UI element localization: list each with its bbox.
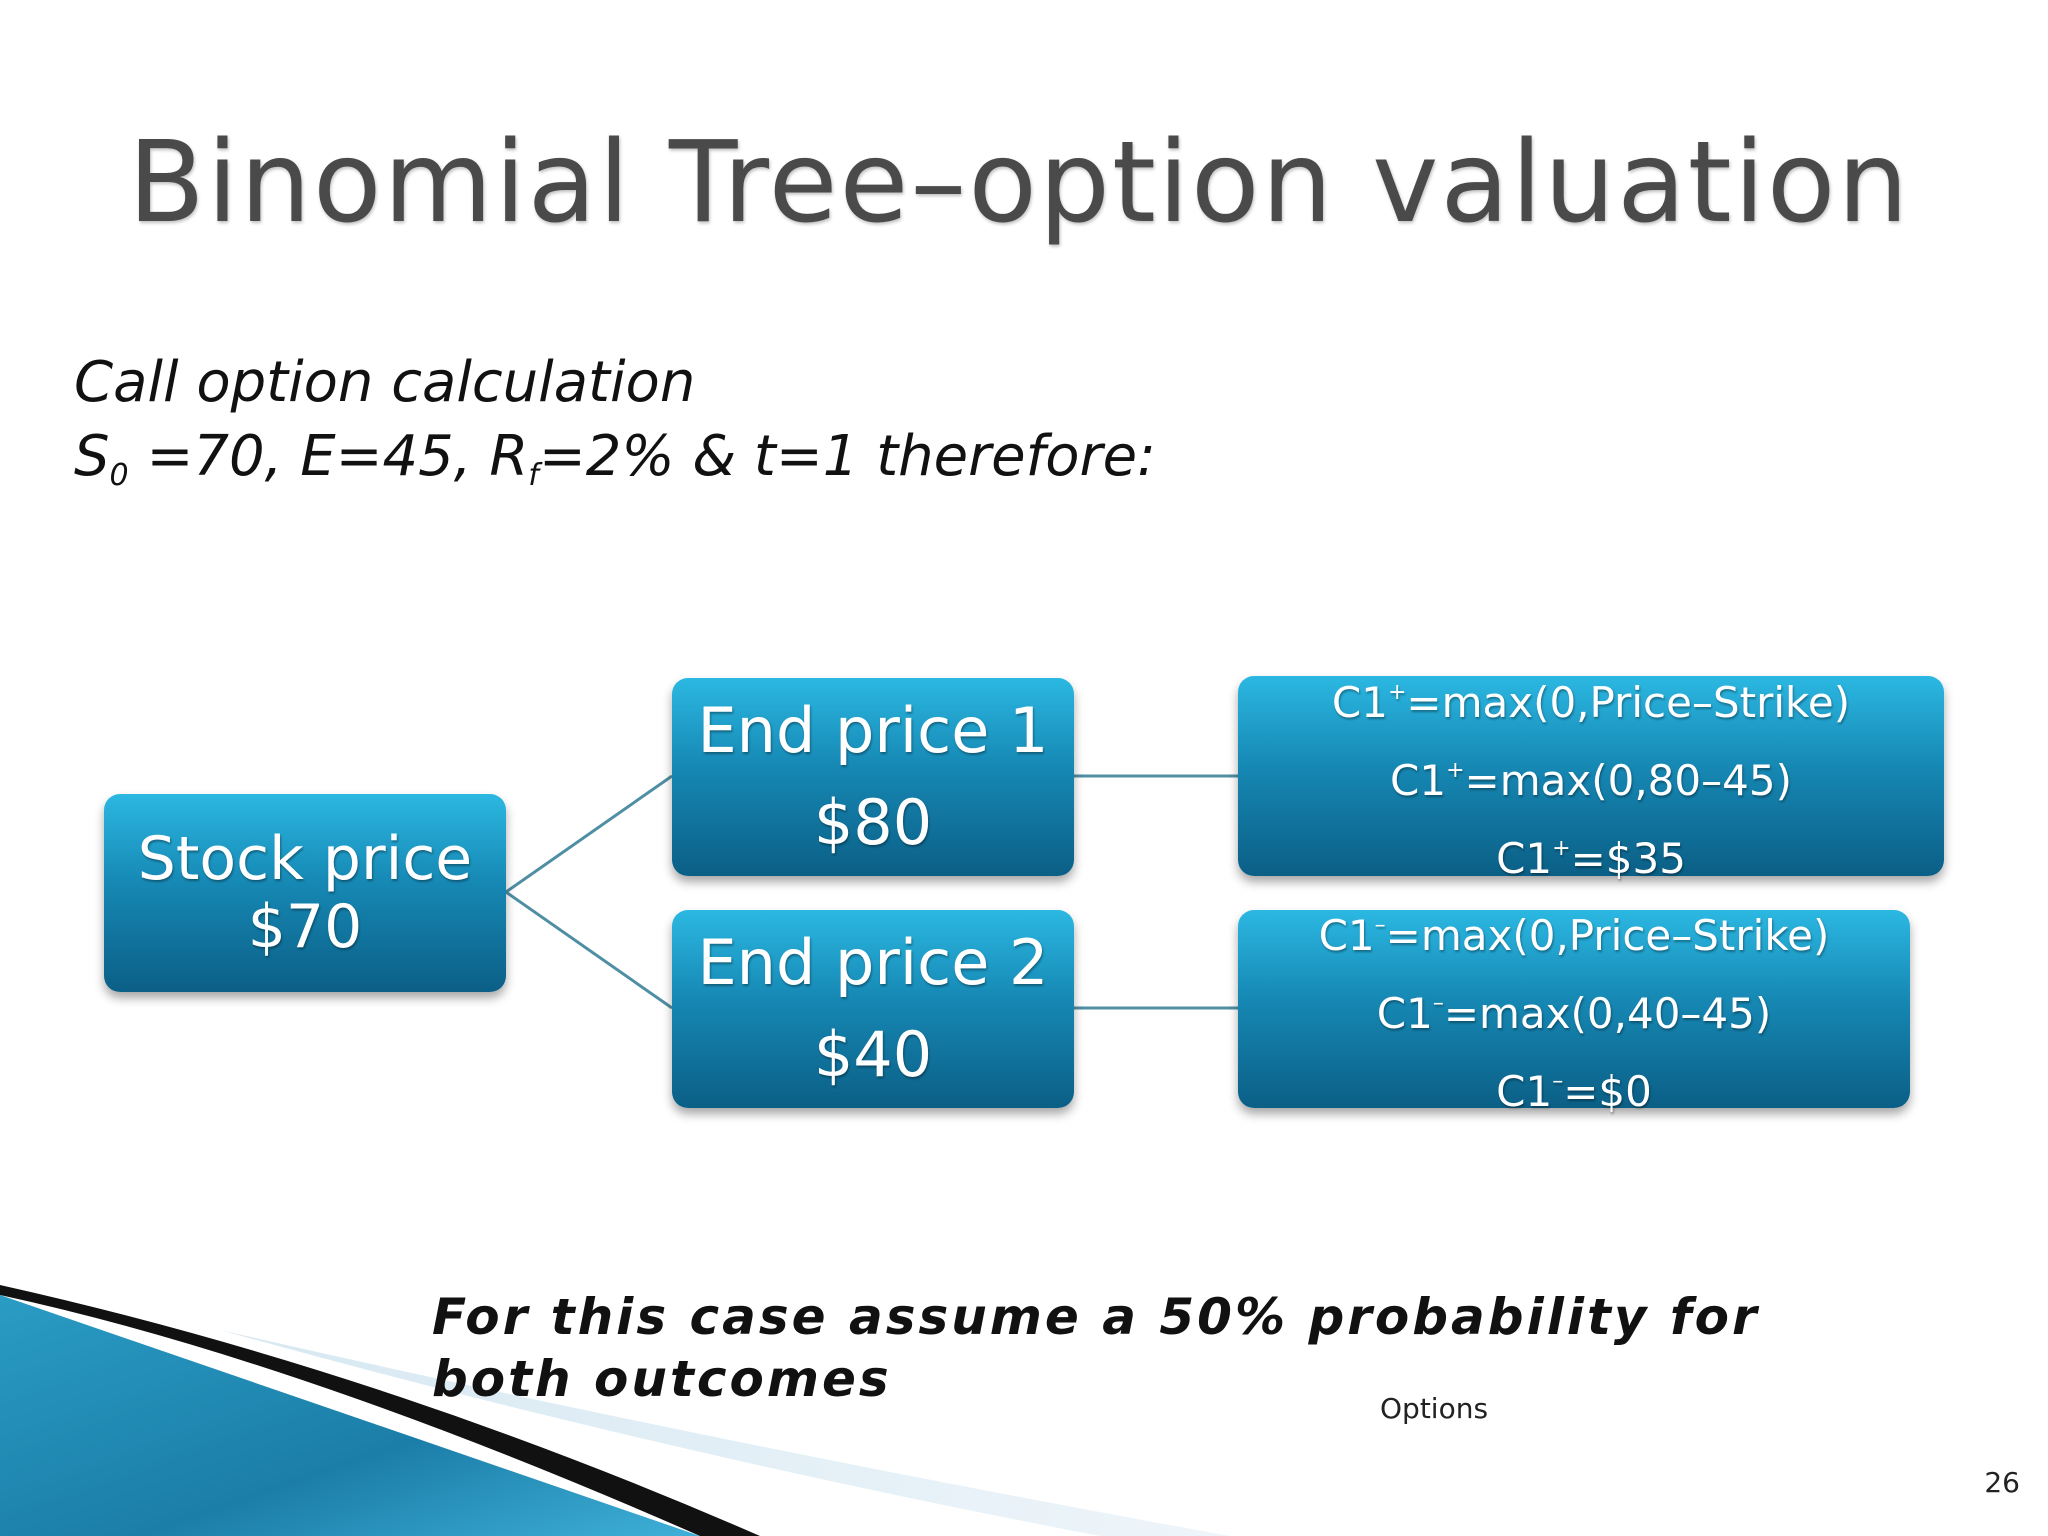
up-payoff-line-1: C1+=max(0,Price–Strike)	[1331, 678, 1851, 727]
subtitle-line-1: Call option calculation	[74, 350, 696, 415]
down-payoff-node: C1–=max(0,Price–Strike) C1–=max(0,40–45)…	[1238, 910, 1910, 1116]
page-number: 26	[1984, 1466, 2020, 1499]
params-part-b: =2% & t=1 therefore:	[538, 424, 1156, 489]
stock-price-value: $70	[247, 892, 363, 962]
probability-note: For this case assume a 50% probability f…	[432, 1288, 1760, 1408]
end-price-1-value: $80	[813, 786, 933, 859]
connector-root-down	[505, 890, 673, 1010]
slide-title: Binomial Tree–option valuation	[128, 118, 1911, 248]
up-payoff-node: C1+=max(0,Price–Strike) C1+=max(0,80–45)…	[1238, 676, 1944, 883]
up-payoff-line-3: C1+=$35	[1496, 834, 1686, 883]
params-part-a: =70, E=45, R	[128, 424, 529, 489]
up-payoff-line-2: C1+=max(0,80–45)	[1390, 756, 1792, 805]
end-price-2-node: End price 2 $40	[672, 910, 1074, 1108]
connector-root-up	[505, 774, 673, 894]
stock-price-node: Stock price $70	[104, 794, 506, 992]
end-price-1-node: End price 1 $80	[672, 678, 1074, 876]
end-price-2-label: End price 2	[697, 926, 1049, 999]
end-price-1-label: End price 1	[697, 694, 1049, 767]
down-payoff-line-1: C1–=max(0,Price–Strike)	[1318, 911, 1830, 960]
footer-label: Options	[1380, 1392, 1489, 1425]
s-subscript: 0	[109, 458, 129, 493]
end-price-2-value: $40	[813, 1018, 933, 1091]
problem-statement: Call option calculation S0 =70, E=45, Rf…	[74, 346, 1156, 513]
subtitle-line-2: S0 =70, E=45, Rf=2% & t=1 therefore:	[74, 420, 1156, 513]
s-letter: S	[74, 424, 110, 489]
stock-price-label: Stock price	[137, 824, 473, 894]
down-payoff-line-2: C1–=max(0,40–45)	[1376, 989, 1772, 1038]
r-subscript: f	[528, 458, 539, 493]
down-payoff-line-3: C1–=$0	[1496, 1067, 1652, 1116]
